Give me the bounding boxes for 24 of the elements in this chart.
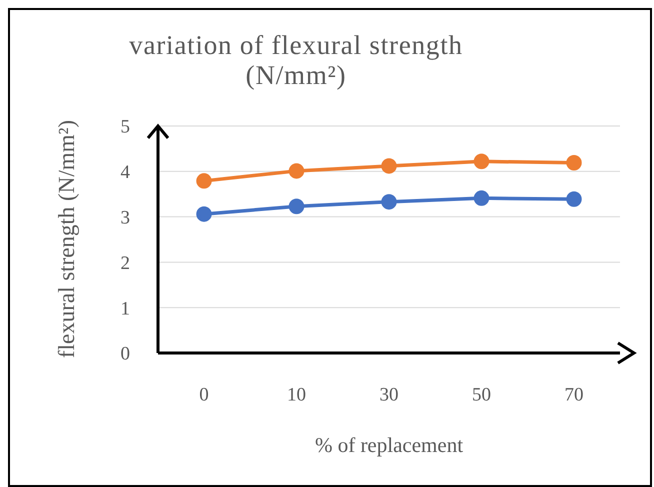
y-tick-label: 0 [120, 344, 130, 365]
point [566, 191, 582, 207]
point [474, 154, 490, 170]
y-tick-label: 4 [120, 162, 130, 184]
point [288, 198, 304, 214]
x-axis-title: % of replacement [314, 433, 464, 458]
point [196, 173, 212, 189]
point [474, 190, 490, 206]
x-tick-label: 0 [199, 384, 209, 406]
chart-title: variation of flexural strength (N/mm²) [128, 30, 464, 90]
x-tick-label: 10 [287, 384, 306, 406]
x-tick-label: 30 [380, 384, 398, 406]
y-axis-title: flexural strength (N/mm²) [54, 118, 80, 360]
y-tick-label: 5 [120, 116, 130, 138]
x-tick-label: 50 [472, 384, 491, 406]
point [566, 155, 582, 171]
point [381, 194, 397, 210]
point [381, 158, 397, 174]
point [288, 163, 304, 179]
y-tick-label: 3 [120, 208, 130, 229]
point [196, 206, 212, 222]
y-tick-label: 2 [120, 252, 130, 274]
y-tick-label: 1 [120, 298, 130, 320]
x-tick-label: 70 [564, 384, 584, 406]
